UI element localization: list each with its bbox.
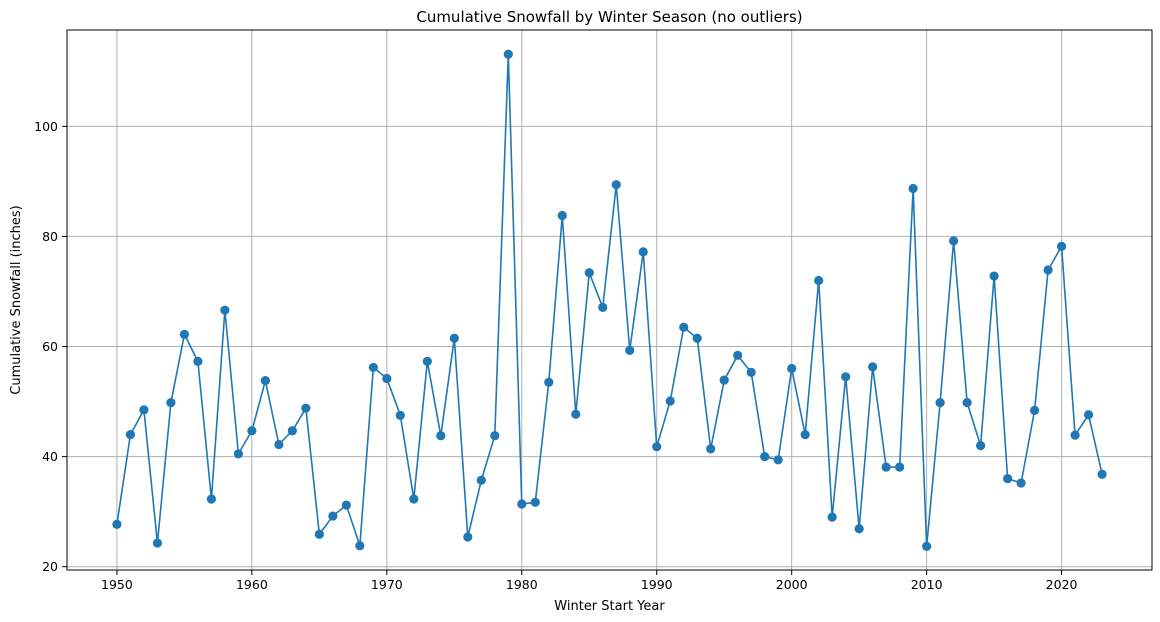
data-point: [166, 398, 176, 408]
data-point: [328, 511, 338, 521]
y-tick-label: 40: [42, 449, 58, 464]
data-point: [206, 494, 216, 504]
x-tick-label: 1950: [101, 577, 133, 592]
y-tick-label: 60: [42, 339, 58, 354]
data-point: [517, 499, 527, 509]
series-layer: [112, 49, 1107, 551]
data-point: [436, 431, 446, 441]
data-point: [395, 410, 405, 420]
data-point: [179, 329, 190, 340]
y-tick-label: 100: [34, 119, 58, 134]
data-point: [814, 275, 824, 286]
y-tick-label: 80: [42, 229, 58, 244]
data-point: [638, 247, 648, 257]
x-tick-label: 1980: [506, 577, 538, 592]
data-point: [355, 541, 365, 551]
x-tick-label: 1990: [641, 577, 673, 592]
y-axis-label: Cumulative Snowfall (inches): [9, 205, 24, 394]
data-point: [706, 444, 716, 454]
plot-frame: [66, 29, 1153, 571]
data-point: [314, 529, 324, 539]
data-point: [449, 333, 459, 343]
x-tick-label: 2010: [911, 577, 943, 592]
data-point: [692, 333, 702, 343]
grid-layer: [67, 30, 1152, 570]
data-point: [1083, 410, 1094, 420]
data-point: [989, 271, 999, 281]
data-point: [220, 305, 230, 315]
x-tick-label: 2000: [776, 577, 808, 592]
x-tick-label: 1960: [236, 577, 268, 592]
data-point: [733, 350, 743, 360]
data-point: [719, 375, 729, 385]
data-point: [773, 455, 783, 465]
data-point: [881, 462, 891, 472]
data-point: [490, 431, 500, 441]
series-line: [116, 53, 1103, 548]
data-point: [908, 183, 918, 194]
data-point: [1097, 469, 1107, 479]
data-point: [1029, 405, 1040, 415]
data-point: [368, 362, 378, 373]
x-tick-label: 2020: [1046, 577, 1078, 592]
data-point: [800, 429, 810, 440]
data-point: [274, 439, 284, 450]
data-point: [922, 541, 932, 551]
data-point: [868, 362, 878, 372]
data-point: [935, 398, 945, 408]
data-point: [193, 356, 203, 366]
data-point: [895, 462, 905, 472]
data-point: [611, 180, 621, 190]
data-point: [301, 403, 311, 413]
data-point: [665, 396, 675, 406]
data-point: [557, 210, 567, 221]
data-point: [152, 538, 163, 548]
data-point: [827, 512, 837, 522]
data-point: [287, 426, 297, 436]
data-point: [247, 426, 257, 436]
data-point: [625, 345, 635, 355]
data-point: [1003, 474, 1013, 484]
data-point: [841, 372, 851, 382]
data-point: [1016, 478, 1026, 488]
y-tick-label: 20: [42, 559, 58, 574]
data-point: [787, 363, 797, 374]
data-point: [679, 322, 689, 332]
data-point: [1043, 265, 1053, 275]
x-axis-label: Winter Start Year: [554, 599, 665, 614]
data-point: [139, 405, 149, 415]
data-point: [598, 302, 608, 313]
data-point: [760, 452, 770, 462]
data-point: [854, 524, 864, 534]
data-point: [422, 356, 432, 366]
data-point: [382, 373, 392, 384]
data-point: [233, 449, 243, 459]
data-point: [544, 377, 554, 387]
tick-layer: 1950 1960 1970 1980 1990 2000 2010 202020406080…: [34, 119, 1077, 592]
data-point: [530, 497, 540, 507]
data-point: [112, 519, 122, 529]
data-point: [584, 268, 594, 278]
data-point: [341, 500, 351, 510]
data-point: [746, 367, 756, 377]
data-point: [463, 532, 473, 542]
data-point: [571, 409, 581, 419]
data-point: [949, 236, 959, 246]
data-point: [409, 494, 419, 504]
chart-title: Cumulative Snowfall by Winter Season (no…: [416, 8, 802, 26]
data-point: [503, 49, 513, 59]
data-point: [976, 440, 986, 451]
data-point: [1070, 430, 1080, 440]
data-point: [476, 475, 486, 485]
data-point: [962, 398, 972, 408]
data-point: [1056, 241, 1067, 251]
data-point: [652, 442, 662, 452]
data-point: [125, 429, 136, 440]
data-point: [260, 376, 270, 386]
x-tick-label: 1970: [371, 577, 403, 592]
